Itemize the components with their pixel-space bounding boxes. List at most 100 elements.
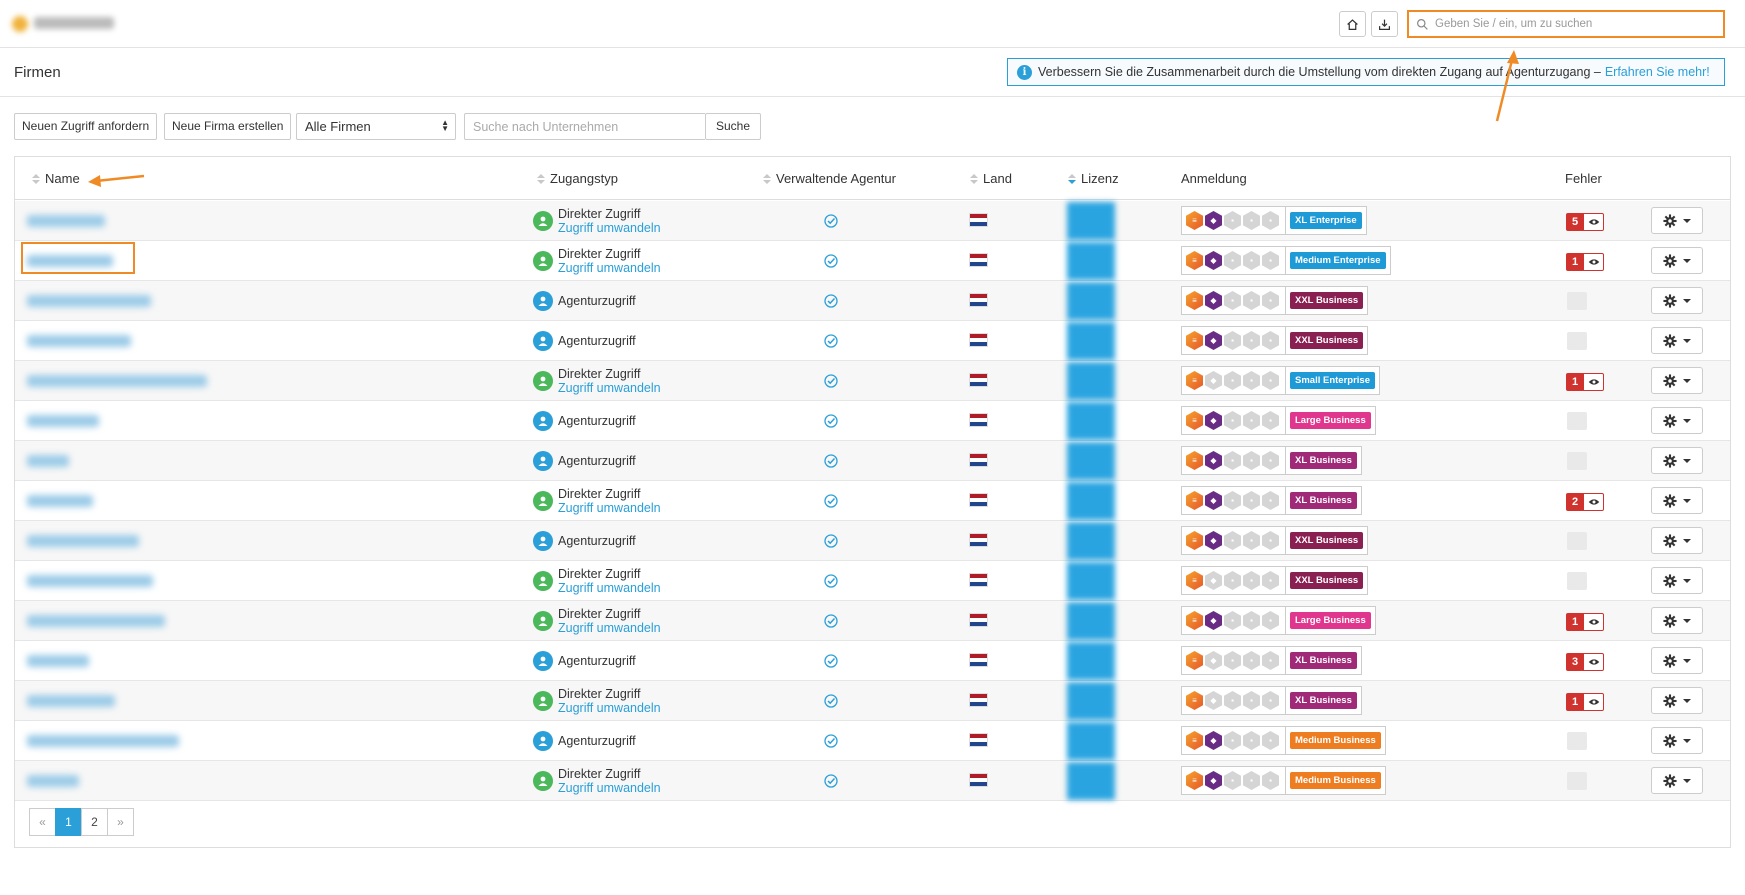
row-settings-button[interactable] [1651, 327, 1703, 354]
company-name-link[interactable] [27, 615, 165, 627]
app-logo[interactable] [12, 14, 122, 34]
request-access-button[interactable]: Neuen Zugriff anfordern [14, 113, 158, 140]
company-name-link[interactable] [27, 655, 89, 667]
product-hex-icon: ≡ [1186, 611, 1203, 630]
row-settings-button[interactable] [1651, 247, 1703, 274]
column-label: Zugangstyp [550, 171, 618, 186]
company-name-link[interactable] [27, 415, 99, 427]
company-filter-select[interactable]: Alle Firmen ▲ ▼ [296, 113, 456, 140]
view-errors-button[interactable] [1584, 653, 1604, 671]
convert-access-link[interactable]: Zugriff umwandeln [558, 221, 661, 235]
row-settings-button[interactable] [1651, 607, 1703, 634]
row-settings-button[interactable] [1651, 767, 1703, 794]
license-value [1067, 282, 1115, 320]
plan-badge: XL Business [1290, 692, 1357, 709]
view-errors-button[interactable] [1584, 373, 1604, 391]
row-settings-button[interactable] [1651, 367, 1703, 394]
download-button[interactable] [1371, 11, 1398, 37]
view-errors-button[interactable] [1584, 213, 1604, 231]
error-badge[interactable]: 3 [1566, 653, 1604, 671]
access-type-label: Agenturzugriff [558, 334, 636, 348]
pagination-next[interactable]: » [107, 808, 134, 836]
company-name-link[interactable] [27, 775, 79, 787]
view-errors-button[interactable] [1584, 253, 1604, 271]
row-settings-button[interactable] [1651, 487, 1703, 514]
error-badge[interactable]: 2 [1566, 493, 1604, 511]
view-errors-button[interactable] [1584, 613, 1604, 631]
user-icon [538, 456, 548, 466]
learn-more-link[interactable]: Erfahren Sie mehr! [1604, 65, 1710, 79]
error-badge[interactable]: 5 [1566, 213, 1604, 231]
company-name-link[interactable] [27, 735, 179, 747]
global-search[interactable] [1407, 10, 1725, 38]
row-settings-button[interactable] [1651, 687, 1703, 714]
product-hex-icon: ▪ [1224, 291, 1241, 310]
row-settings-button[interactable] [1651, 407, 1703, 434]
license-value [1067, 642, 1115, 680]
product-hex-icon: ▪ [1262, 371, 1279, 390]
product-hex-icon: ▪ [1243, 731, 1260, 750]
company-name-link[interactable] [27, 695, 115, 707]
column-header-country[interactable]: Land [970, 171, 1012, 186]
convert-access-link[interactable]: Zugriff umwandeln [558, 501, 661, 515]
company-name-link[interactable] [27, 255, 113, 267]
company-name-link[interactable] [27, 455, 69, 467]
company-search-input[interactable] [465, 114, 695, 139]
pagination-page-2[interactable]: 2 [81, 808, 108, 836]
company-name-link[interactable] [27, 575, 153, 587]
column-header-managing-agency[interactable]: Verwaltende Agentur [763, 171, 896, 186]
netherlands-flag-icon [969, 493, 988, 507]
row-settings-button[interactable] [1651, 567, 1703, 594]
convert-access-link[interactable]: Zugriff umwandeln [558, 381, 661, 395]
table-row: Agenturzugriff ≡ ◆ ▪ ▪ ▪ XXL Business [15, 521, 1730, 561]
column-header-name[interactable]: Name [32, 171, 80, 186]
global-search-input[interactable] [1435, 18, 1715, 30]
table-header: Name Zugangstyp Verwaltende Agentur Land… [15, 157, 1730, 200]
convert-access-link[interactable]: Zugriff umwandeln [558, 781, 661, 795]
company-name-link[interactable] [27, 335, 131, 347]
convert-access-link[interactable]: Zugriff umwandeln [558, 261, 661, 275]
product-hex-icon: ≡ [1186, 411, 1203, 430]
product-hex-icon: ▪ [1224, 651, 1241, 670]
row-settings-button[interactable] [1651, 527, 1703, 554]
error-badge[interactable]: 1 [1566, 613, 1604, 631]
column-header-access-type[interactable]: Zugangstyp [537, 171, 618, 186]
error-badge[interactable]: 1 [1566, 253, 1604, 271]
page-title: Firmen [14, 64, 61, 81]
home-button[interactable] [1339, 11, 1366, 37]
product-hex-icon: ◆ [1205, 531, 1222, 550]
chevron-down-icon [1683, 778, 1691, 783]
company-name-link[interactable] [27, 535, 139, 547]
home-icon [1347, 18, 1358, 30]
row-settings-button[interactable] [1651, 727, 1703, 754]
create-company-button[interactable]: Neue Firma erstellen [164, 113, 292, 140]
company-search-field[interactable] [464, 113, 705, 140]
license-value [1067, 522, 1115, 560]
eye-icon [1588, 699, 1599, 705]
netherlands-flag-icon [969, 573, 988, 587]
company-name-link[interactable] [27, 495, 93, 507]
error-badge[interactable]: 1 [1566, 373, 1604, 391]
convert-access-link[interactable]: Zugriff umwandeln [558, 621, 661, 635]
column-label: Lizenz [1081, 171, 1119, 186]
column-header-license[interactable]: Lizenz [1068, 171, 1119, 186]
row-settings-button[interactable] [1651, 447, 1703, 474]
check-icon [824, 254, 838, 268]
row-settings-button[interactable] [1651, 647, 1703, 674]
license-value [1067, 762, 1115, 800]
row-settings-button[interactable] [1651, 207, 1703, 234]
table-row: Agenturzugriff ≡ ◆ ▪ ▪ ▪ XXL Business [15, 321, 1730, 361]
search-button[interactable]: Suche [705, 113, 762, 140]
company-name-link[interactable] [27, 215, 105, 227]
company-name-link[interactable] [27, 295, 151, 307]
pagination-prev[interactable]: « [29, 808, 56, 836]
company-name-link[interactable] [27, 375, 207, 387]
pagination-page-1[interactable]: 1 [55, 808, 82, 836]
signin-products: ≡ ◆ ▪ ▪ ▪ Small Enterprise [1181, 366, 1380, 395]
row-settings-button[interactable] [1651, 287, 1703, 314]
view-errors-button[interactable] [1584, 493, 1604, 511]
convert-access-link[interactable]: Zugriff umwandeln [558, 701, 661, 715]
error-badge[interactable]: 1 [1566, 693, 1604, 711]
view-errors-button[interactable] [1584, 693, 1604, 711]
convert-access-link[interactable]: Zugriff umwandeln [558, 581, 661, 595]
